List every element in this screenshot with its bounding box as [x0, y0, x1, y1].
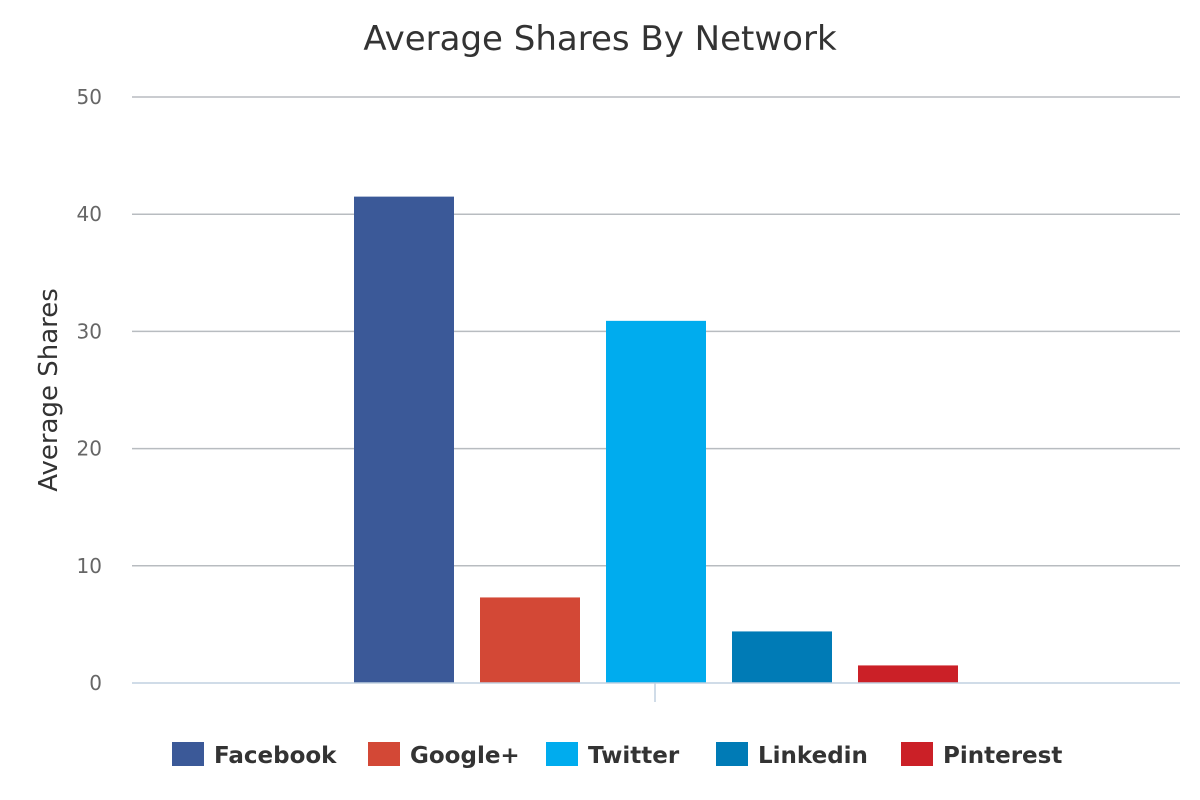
bar-twitter	[606, 320, 706, 683]
bar-linkedin	[732, 631, 832, 683]
legend-label-twitter: Twitter	[588, 743, 680, 769]
y-tick-label: 20	[77, 437, 102, 461]
bar-facebook	[354, 196, 454, 683]
y-tick-labels: 0 10 20 30 40 50	[77, 85, 102, 695]
y-tick-label: 10	[77, 554, 102, 578]
legend-swatch-pinterest	[901, 742, 933, 766]
y-tick-label: 40	[77, 202, 102, 226]
chart-title: Average Shares By Network	[363, 19, 837, 59]
legend: Facebook Google+ Twitter Linkedin Pinterest	[172, 742, 1062, 769]
legend-swatch-linkedin	[716, 742, 748, 766]
bar-pinterest	[858, 665, 958, 683]
y-tick-label: 0	[89, 671, 102, 695]
legend-label-pinterest: Pinterest	[943, 743, 1062, 769]
legend-label-facebook: Facebook	[214, 743, 337, 769]
legend-label-linkedin: Linkedin	[758, 743, 868, 769]
y-tick-label: 50	[77, 85, 102, 109]
y-tick-label: 30	[77, 319, 102, 343]
legend-swatch-twitter	[546, 742, 578, 766]
legend-label-google-: Google+	[410, 743, 520, 769]
bars	[354, 196, 958, 683]
bar-google-	[480, 597, 580, 683]
y-axis-label: Average Shares	[34, 288, 64, 492]
legend-swatch-google-	[368, 742, 400, 766]
legend-swatch-facebook	[172, 742, 204, 766]
